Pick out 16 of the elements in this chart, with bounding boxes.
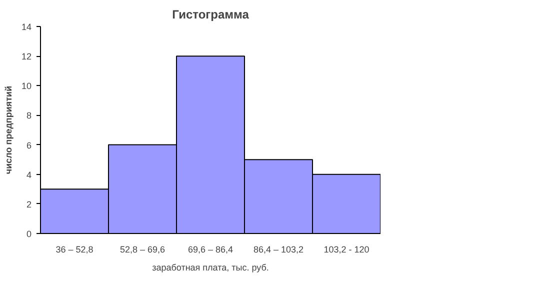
x-axis-title: заработная плата, тыс. руб. — [152, 262, 269, 272]
y-axis-title: число предприятий — [3, 86, 14, 174]
x-tick-label: 86,4 – 103,2 — [253, 244, 304, 254]
y-tick-label: 8 — [26, 110, 32, 121]
x-tick-label: 103,2 - 120 — [324, 244, 370, 254]
chart-title: Гистограмма — [172, 8, 250, 22]
y-tick-label: 0 — [26, 229, 32, 239]
y-tick-label: 4 — [26, 170, 32, 180]
x-tick-label: 69,6 – 86,4 — [188, 244, 234, 254]
y-tick-label: 10 — [21, 81, 32, 92]
y-tick-label: 12 — [21, 52, 32, 62]
y-tick-label: 6 — [26, 140, 32, 150]
y-tick-label: 2 — [26, 199, 32, 210]
x-tick-label: 52,8 – 69,6 — [120, 244, 166, 254]
y-tick-label: 14 — [21, 22, 32, 32]
x-tick-label: 36 – 52,8 — [56, 244, 94, 254]
